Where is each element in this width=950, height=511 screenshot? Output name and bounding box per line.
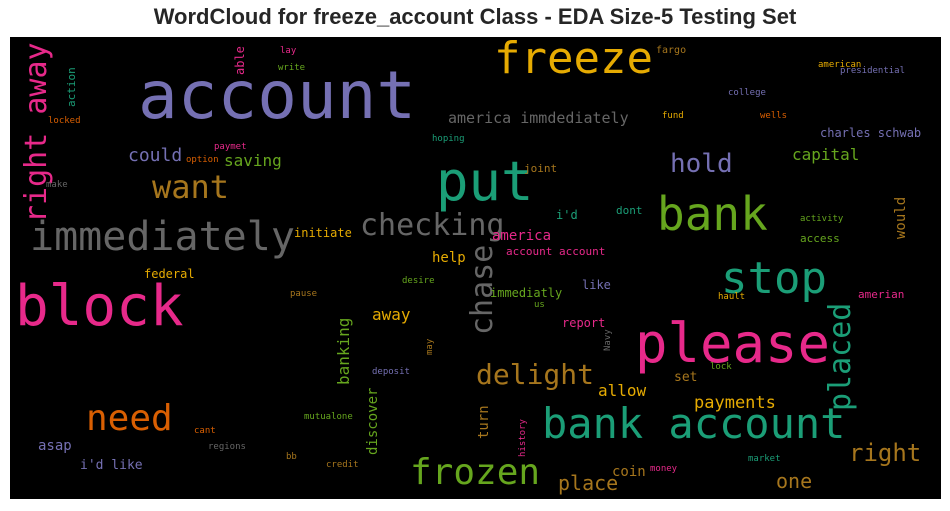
word-wells: wells <box>760 111 788 121</box>
word-hault: hault <box>718 292 746 302</box>
word-coin: coin <box>612 464 646 480</box>
word-help: help <box>432 250 466 266</box>
word-federal: federal <box>144 267 195 281</box>
word-joint: joint <box>524 162 558 175</box>
word-account-account: account account <box>506 245 606 258</box>
word-deposit: deposit <box>372 367 410 377</box>
word-i-d-like: i'd like <box>80 458 143 473</box>
word-fargo: fargo <box>656 45 687 56</box>
word-discover: discover <box>365 387 381 455</box>
word-money: money <box>650 464 678 474</box>
word-write: write <box>278 63 306 73</box>
word-put: put <box>436 150 534 213</box>
word-activity: activity <box>800 214 844 224</box>
word-history: history <box>518 419 528 457</box>
chart-title: WordCloud for freeze_account Class - EDA… <box>153 4 797 29</box>
word-account: account <box>138 57 417 134</box>
word-america: america <box>492 228 552 244</box>
word-saving: saving <box>224 151 282 170</box>
word-credit: credit <box>326 460 359 470</box>
word-one: one <box>776 469 813 493</box>
word-frozen: frozen <box>410 452 541 493</box>
word-us: us <box>534 300 545 310</box>
word-make: make <box>46 180 68 190</box>
word-stop: stop <box>721 253 827 304</box>
word-fund: fund <box>662 111 684 121</box>
word-locked: locked <box>48 116 81 126</box>
word-asap: asap <box>38 438 72 454</box>
word-freeze: freeze <box>494 37 653 84</box>
wordcloud-canvas: account freeze put bank immediately bloc… <box>10 37 941 499</box>
word-action: action <box>65 67 78 107</box>
word-hold: hold <box>670 149 733 179</box>
word-market: market <box>748 454 781 464</box>
word-immediatly: immediatly <box>490 286 563 300</box>
word-place: place <box>558 471 619 495</box>
word-immediately: immediately <box>30 214 295 260</box>
word-would: would <box>893 196 909 239</box>
word-away: away <box>372 305 411 324</box>
word-cant: cant <box>194 426 216 436</box>
word-lay: lay <box>280 46 297 56</box>
word-turn: turn <box>476 405 492 439</box>
word-checking: checking <box>360 208 505 243</box>
word-hoping: hoping <box>432 134 465 144</box>
word-initiate: initiate <box>294 226 352 240</box>
word-american: american <box>818 60 862 70</box>
word-charles-schwab: charles schwab <box>820 126 922 140</box>
word-desire: desire <box>402 276 435 286</box>
word-access: access <box>800 232 840 245</box>
word-capital: capital <box>792 145 860 164</box>
word-payments: payments <box>694 393 776 413</box>
word-lock: lock <box>710 362 732 372</box>
word-may: may <box>425 338 435 355</box>
word-bb: bb <box>286 452 297 462</box>
word-placed: placed <box>823 302 858 411</box>
word-option: option <box>186 155 219 165</box>
word-banking: banking <box>334 317 353 385</box>
word-amerian: amerian <box>858 288 905 301</box>
word-regions: regions <box>208 442 246 452</box>
word-set: set <box>674 370 698 385</box>
word-america-immdediately: america immdediately <box>448 109 629 127</box>
word-report: report <box>562 316 606 330</box>
word-block: block <box>15 274 184 339</box>
word-navy: Navy <box>603 329 613 351</box>
word-right: right <box>849 439 922 467</box>
word-college: college <box>728 88 766 98</box>
word-right-away: right away <box>19 42 54 223</box>
word-paymet: paymet <box>214 142 247 152</box>
word-i-d: i'd <box>556 208 578 222</box>
word-able: able <box>233 46 247 75</box>
word-presidential: presidential <box>840 66 906 76</box>
word-dont: dont <box>616 204 643 217</box>
word-bank-account: bank account <box>542 399 846 448</box>
word-allow: allow <box>598 381 647 400</box>
word-could: could <box>128 145 183 166</box>
word-want: want <box>152 168 230 206</box>
word-pause: pause <box>290 289 318 299</box>
word-mutualone: mutualone <box>304 412 353 422</box>
word-need: need <box>86 398 173 439</box>
word-bank: bank <box>657 187 768 241</box>
word-like: like <box>582 278 611 292</box>
word-delight: delight <box>476 358 595 391</box>
word-please: please <box>635 312 831 375</box>
